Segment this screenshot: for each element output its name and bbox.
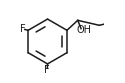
Text: F: F — [44, 65, 50, 75]
Text: OH: OH — [76, 25, 91, 35]
Text: F: F — [20, 24, 26, 34]
